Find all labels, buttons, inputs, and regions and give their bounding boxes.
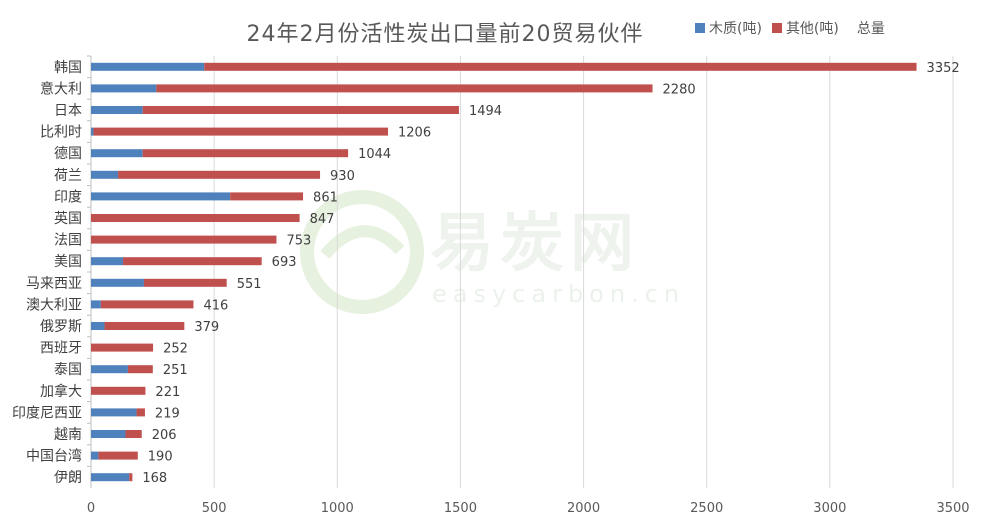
bar-wood-4 <box>91 149 143 158</box>
bar-other-7 <box>91 214 300 222</box>
y-tick-label-0: 韩国 <box>54 60 82 76</box>
x-tick-label-3: 1500 <box>444 501 477 516</box>
total-label-7: 847 <box>310 212 335 227</box>
y-tick-label-16: 印度尼西亚 <box>12 405 82 421</box>
chart-title: 24年2月份活性炭出口量前20贸易伙伴 <box>246 22 644 47</box>
total-label-4: 1044 <box>358 147 391 162</box>
y-tick-label-18: 中国台湾 <box>26 448 82 465</box>
bar-other-2 <box>142 106 459 114</box>
x-tick-label-5: 2500 <box>690 501 723 516</box>
y-tick-label-1: 意大利 <box>40 80 82 97</box>
bar-wood-16 <box>91 408 137 417</box>
bar-wood-18 <box>91 451 99 460</box>
x-tick-label-0: 0 <box>87 501 95 516</box>
bar-other-17 <box>125 430 142 438</box>
bar-other-5 <box>118 170 321 179</box>
y-tick-label-8: 法国 <box>54 233 82 249</box>
x-tick-label-7: 3500 <box>936 501 969 516</box>
legend-label-total: 总量 <box>856 21 885 37</box>
total-label-10: 551 <box>237 277 262 292</box>
y-tick-label-11: 澳大利亚 <box>26 297 82 313</box>
legend-item-wood: 木质(吨) <box>695 18 762 38</box>
total-label-18: 190 <box>148 450 173 465</box>
y-tick-label-4: 德国 <box>54 146 82 162</box>
bar-other-16 <box>136 408 145 417</box>
bar-other-11 <box>100 300 194 309</box>
y-tick-label-9: 美国 <box>54 254 82 270</box>
bar-other-13 <box>91 343 154 352</box>
total-label-0: 3352 <box>927 61 960 76</box>
y-tick-label-13: 西班牙 <box>40 341 82 357</box>
bar-other-0 <box>204 62 917 71</box>
bar-other-14 <box>127 365 153 374</box>
bar-wood-6 <box>91 192 231 201</box>
bar-other-15 <box>91 386 146 395</box>
total-label-2: 1494 <box>469 104 502 119</box>
y-tick-label-15: 加拿大 <box>40 383 82 400</box>
total-label-5: 930 <box>330 169 355 184</box>
total-label-19: 168 <box>142 471 167 486</box>
total-label-6: 861 <box>313 190 338 205</box>
y-tick-label-12: 俄罗斯 <box>40 319 82 335</box>
bar-wood-14 <box>91 365 128 374</box>
y-tick-label-19: 伊朗 <box>54 470 82 486</box>
bar-other-8 <box>91 235 277 244</box>
total-label-15: 221 <box>155 385 180 400</box>
total-label-8: 753 <box>286 234 311 249</box>
bar-other-9 <box>123 257 262 266</box>
bar-wood-11 <box>91 300 101 309</box>
bar-other-6 <box>230 192 304 201</box>
total-label-1: 2280 <box>663 82 696 97</box>
bar-other-10 <box>143 278 227 287</box>
total-label-13: 252 <box>163 342 188 357</box>
bar-other-19 <box>129 473 133 482</box>
legend-swatch-wood <box>695 23 705 33</box>
bar-wood-12 <box>91 322 105 330</box>
bar-other-12 <box>104 322 185 330</box>
bar-wood-17 <box>91 430 126 438</box>
legend-item-other: 其他(吨) <box>771 18 839 38</box>
bar-wood-0 <box>91 62 205 71</box>
legend: 木质(吨) 其他(吨) 总量 <box>695 18 895 38</box>
y-tick-label-2: 日本 <box>54 103 82 119</box>
x-tick-label-1: 500 <box>202 501 227 516</box>
y-tick-label-7: 英国 <box>54 210 82 227</box>
x-tick-label-4: 2000 <box>567 501 600 516</box>
y-tick-label-17: 越南 <box>54 427 82 443</box>
legend-label-wood: 木质(吨) <box>709 21 762 37</box>
bar-wood-5 <box>91 170 119 179</box>
total-label-12: 379 <box>194 320 219 335</box>
y-tick-label-10: 马来西亚 <box>26 276 82 292</box>
x-tick-label-6: 3000 <box>813 501 846 516</box>
total-label-11: 416 <box>203 298 228 313</box>
bar-other-3 <box>93 127 389 136</box>
bar-other-4 <box>142 149 349 158</box>
y-tick-label-6: 印度 <box>54 189 82 205</box>
legend-label-other: 其他(吨) <box>785 21 839 37</box>
total-label-16: 219 <box>155 406 180 421</box>
bar-other-18 <box>98 451 138 460</box>
bar-wood-9 <box>91 257 124 266</box>
total-label-3: 1206 <box>398 126 431 141</box>
legend-swatch-other <box>771 23 782 33</box>
bar-wood-2 <box>91 106 143 114</box>
bar-wood-10 <box>91 278 144 287</box>
y-tick-label-5: 荷兰 <box>54 168 82 184</box>
bar-wood-19 <box>91 473 130 482</box>
total-label-14: 251 <box>163 363 188 378</box>
bar-wood-3 <box>91 127 94 136</box>
y-tick-label-3: 比利时 <box>40 125 82 141</box>
legend-item-total: 总量 <box>849 18 885 38</box>
x-tick-label-2: 1000 <box>321 501 354 516</box>
y-tick-label-14: 泰国 <box>54 362 82 378</box>
bar-other-1 <box>156 84 653 93</box>
bar-wood-1 <box>91 84 157 93</box>
total-label-9: 693 <box>272 255 297 270</box>
total-label-17: 206 <box>152 428 177 443</box>
